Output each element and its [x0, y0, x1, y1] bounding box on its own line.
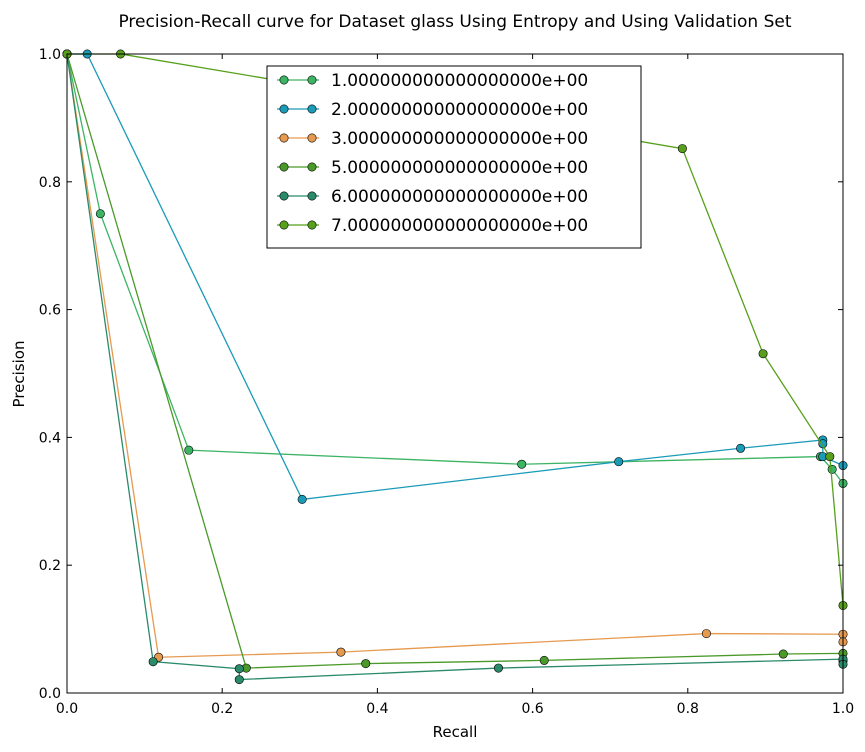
legend-marker: [279, 104, 289, 114]
data-point: [827, 464, 837, 474]
data-point: [736, 443, 746, 453]
x-tick-label: 0.8: [677, 701, 699, 717]
data-point: [701, 629, 711, 639]
legend-marker: [279, 133, 289, 143]
legend-marker: [279, 191, 289, 201]
x-tick-label: 1.0: [832, 701, 854, 717]
legend-entry: 1.000000000000000000e+00: [277, 71, 588, 91]
legend-marker: [307, 75, 317, 85]
legend-marker: [307, 162, 317, 172]
legend-marker: [307, 133, 317, 143]
data-point: [539, 655, 549, 665]
x-axis-title: Recall: [433, 723, 478, 741]
data-point: [184, 445, 194, 455]
legend-entry: 7.000000000000000000e+00: [277, 216, 588, 236]
plot-frame: [66, 53, 844, 694]
legend-marker: [307, 191, 317, 201]
legend-entry: 6.000000000000000000e+00: [277, 187, 588, 207]
data-point: [493, 663, 503, 673]
legend: 1.000000000000000000e+00 2.00000000000000…: [266, 65, 642, 249]
y-tick-label: 1.0: [39, 47, 61, 63]
axes: 0.0 0.2 0.4 0.6 0.8 1.0 0.0 0.2 0.4 0.6 0.8 1.0: [39, 47, 854, 717]
x-tick-label: 0.4: [366, 701, 388, 717]
data-point: [336, 647, 346, 657]
legend-label: 2.000000000000000000e+00: [331, 100, 588, 120]
legend-label: 7.000000000000000000e+00: [331, 216, 588, 236]
y-tick-label: 0.2: [39, 558, 61, 574]
x-tick-label: 0.0: [56, 701, 78, 717]
chart-title: Precision-Recall curve for Dataset glass…: [118, 12, 791, 32]
legend-label: 1.000000000000000000e+00: [331, 71, 588, 91]
legend-marker: [307, 220, 317, 230]
legend-entry: 2.000000000000000000e+00: [277, 100, 588, 120]
y-axis-title: Precision: [10, 341, 28, 408]
y-tick-label: 0.8: [39, 175, 61, 191]
legend-label: 6.000000000000000000e+00: [331, 187, 588, 207]
legend-marker: [307, 104, 317, 114]
data-point: [517, 459, 527, 469]
data-point: [95, 209, 105, 219]
legend-marker: [279, 75, 289, 85]
legend-label: 3.000000000000000000e+00: [331, 129, 588, 149]
legend-entry: 3.000000000000000000e+00: [277, 129, 588, 149]
data-point: [614, 457, 624, 467]
data-point: [297, 494, 307, 504]
data-point: [825, 452, 835, 462]
data-point: [778, 649, 788, 659]
legend-marker: [279, 162, 289, 172]
x-tick-label: 0.6: [521, 701, 543, 717]
data-point: [234, 675, 244, 685]
data-point: [677, 144, 687, 154]
data-point: [148, 657, 158, 667]
legend-label: 5.000000000000000000e+00: [331, 158, 588, 178]
legend-box: [266, 65, 642, 249]
y-tick-label: 0.6: [39, 303, 61, 319]
data-point: [234, 664, 244, 674]
legend-marker: [279, 220, 289, 230]
x-tick-label: 0.2: [211, 701, 233, 717]
data-point: [758, 349, 768, 359]
y-tick-label: 0.0: [39, 686, 61, 702]
legend-entry: 5.000000000000000000e+00: [277, 158, 588, 178]
y-tick-label: 0.4: [39, 430, 61, 446]
data-point: [361, 659, 371, 669]
